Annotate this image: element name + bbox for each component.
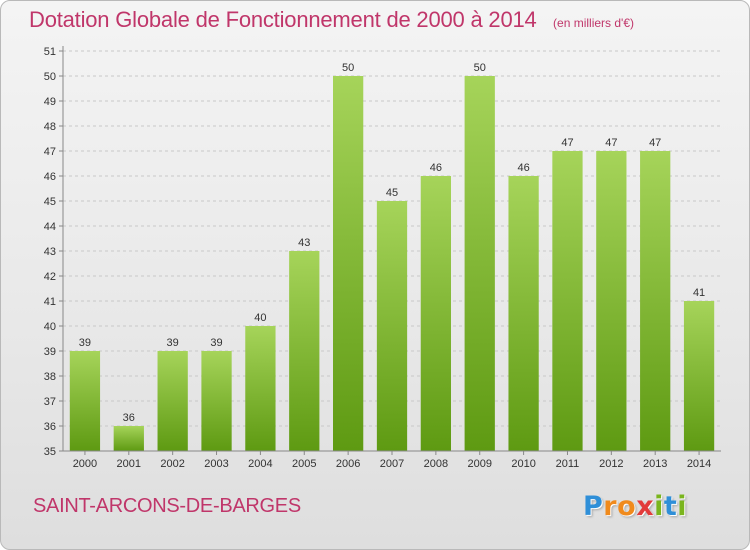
logo-letter: o xyxy=(617,491,637,522)
x-tick-label: 2012 xyxy=(599,458,623,470)
bar-2000 xyxy=(69,351,101,451)
logo-letter: i xyxy=(677,491,688,522)
data-label: 41 xyxy=(693,287,705,299)
bar-2010 xyxy=(508,176,539,451)
x-tick-label: 2009 xyxy=(467,458,491,470)
x-tick-label: 2003 xyxy=(204,458,228,470)
y-tick-label: 38 xyxy=(44,371,56,383)
data-label: 39 xyxy=(210,337,222,349)
bar-2012 xyxy=(596,151,627,451)
data-label: 46 xyxy=(430,162,442,174)
y-tick-label: 44 xyxy=(44,221,56,233)
chart-title-main: Dotation Globale de Fonctionnement de 20… xyxy=(29,7,537,32)
data-label: 50 xyxy=(342,62,354,74)
y-tick-label: 45 xyxy=(44,196,56,208)
y-tick-label: 46 xyxy=(44,171,56,183)
data-label: 43 xyxy=(298,237,310,249)
bar-2002 xyxy=(157,351,188,451)
y-tick-label: 50 xyxy=(44,71,56,83)
y-tick-label: 35 xyxy=(44,446,56,458)
logo-letter: r xyxy=(603,491,618,522)
bar-2008 xyxy=(420,176,452,451)
bar-2009 xyxy=(464,76,495,451)
y-tick-label: 36 xyxy=(44,421,56,433)
bar-2007 xyxy=(376,201,408,451)
logo-letter: x xyxy=(636,491,655,522)
data-label: 39 xyxy=(167,337,179,349)
bar-2004 xyxy=(245,326,276,451)
y-tick-label: 51 xyxy=(44,46,56,58)
y-tick-label: 37 xyxy=(44,396,56,408)
data-label: 46 xyxy=(517,162,529,174)
x-tick-label: 2007 xyxy=(380,458,404,470)
bars xyxy=(69,76,715,451)
x-tick-label: 2014 xyxy=(687,458,711,470)
data-label: 39 xyxy=(79,337,91,349)
bar-2014 xyxy=(683,301,715,451)
x-tick-label: 2004 xyxy=(248,458,272,470)
x-tick-label: 2000 xyxy=(73,458,97,470)
y-tick-label: 39 xyxy=(44,346,56,358)
logo-letter: P xyxy=(583,491,604,522)
y-tick-label: 40 xyxy=(44,321,56,333)
bar-2005 xyxy=(289,251,320,451)
x-tick-label: 2008 xyxy=(424,458,448,470)
axes xyxy=(59,46,721,455)
bar-2013 xyxy=(640,151,671,451)
proxiti-logo: Proxiti xyxy=(583,491,687,522)
data-label: 47 xyxy=(605,137,617,149)
data-label: 50 xyxy=(474,62,486,74)
x-tick-label: 2010 xyxy=(511,458,535,470)
y-tick-label: 48 xyxy=(44,121,56,133)
bar-2011 xyxy=(552,151,583,451)
y-tick-label: 43 xyxy=(44,246,56,258)
data-label: 45 xyxy=(386,187,398,199)
chart-title-unit: (en milliers d'€) xyxy=(553,16,635,30)
x-tick-label: 2013 xyxy=(643,458,667,470)
data-label: 47 xyxy=(561,137,573,149)
data-label: 36 xyxy=(123,412,135,424)
x-tick-label: 2002 xyxy=(160,458,184,470)
commune-name: SAINT-ARCONS-DE-BARGES xyxy=(33,495,301,517)
y-tick-label: 49 xyxy=(44,96,56,108)
logo-letter: t xyxy=(663,491,678,522)
bar-2006 xyxy=(332,76,364,451)
y-tick-label: 47 xyxy=(44,146,56,158)
x-tick-label: 2005 xyxy=(292,458,316,470)
data-label: 47 xyxy=(649,137,661,149)
data-label: 40 xyxy=(254,312,266,324)
x-tick-label: 2001 xyxy=(117,458,141,470)
labels: 35 36 37 38 39 40 41 42 43 44 45 46 47 48 49 50 51 39 2000… xyxy=(44,46,712,470)
bar-2003 xyxy=(201,351,232,451)
logo-letter: i xyxy=(654,491,664,522)
y-tick-label: 42 xyxy=(44,271,56,283)
x-tick-label: 2006 xyxy=(336,458,360,470)
bar-2001 xyxy=(113,426,144,451)
y-tick-label: 41 xyxy=(44,296,56,308)
x-tick-label: 2011 xyxy=(556,458,580,470)
chart-title: Dotation Globale de Fonctionnement de 20… xyxy=(29,7,634,33)
